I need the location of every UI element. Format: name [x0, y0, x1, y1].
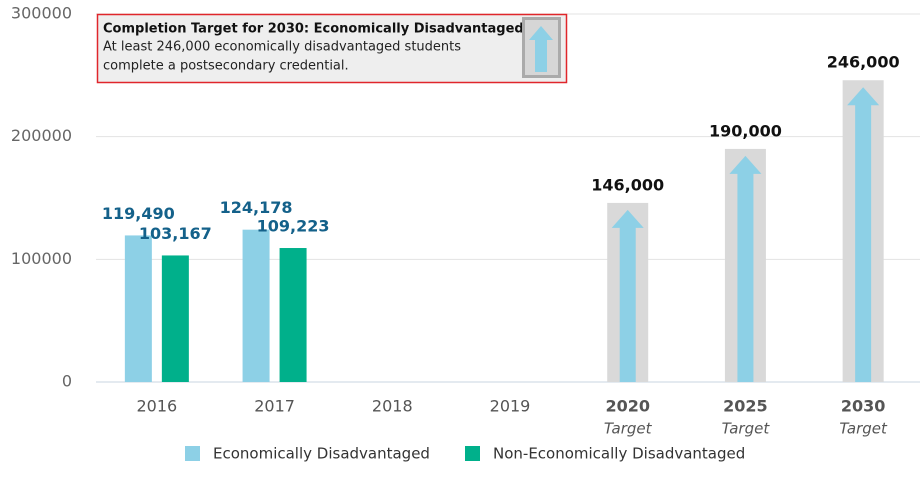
x-tick-label: 2030 [841, 397, 886, 416]
target-label: 190,000 [709, 121, 782, 140]
y-tick-label: 100000 [11, 249, 72, 268]
tooltip-line: At least 246,000 economically disadvanta… [103, 40, 461, 55]
legend-label: Economically Disadvantaged [213, 445, 430, 463]
x-tick-label: 2018 [372, 397, 413, 416]
bar [279, 248, 307, 382]
target-arrow [611, 209, 644, 382]
x-tick-label: 2016 [136, 397, 177, 416]
x-tick-label: 2019 [490, 397, 531, 416]
tooltip-line: complete a postsecondary credential. [103, 59, 349, 74]
x-tick-sublabel: Target [839, 420, 888, 438]
legend-label: Non-Economically Disadvantaged [493, 445, 745, 463]
target-label: 146,000 [591, 175, 664, 194]
target-arrow [847, 87, 880, 383]
legend-swatch [465, 446, 480, 461]
tooltip-title: Completion Target for 2030: Economically… [103, 22, 524, 37]
x-tick-label: 2025 [723, 397, 768, 416]
bar [124, 235, 152, 382]
bar [161, 255, 189, 382]
x-tick-label: 2017 [254, 397, 295, 416]
target-label: 246,000 [827, 53, 900, 72]
value-label: 103,167 [139, 224, 212, 243]
y-tick-label: 200000 [11, 126, 72, 145]
target-arrow [729, 155, 762, 382]
legend-swatch [185, 446, 200, 461]
value-label: 109,223 [257, 217, 330, 236]
bar [242, 229, 270, 382]
tooltip-box [96, 13, 568, 84]
value-label: 119,490 [102, 204, 175, 223]
x-tick-sublabel: Target [604, 420, 653, 438]
value-label: 124,178 [220, 198, 293, 217]
y-tick-label: 0 [62, 372, 72, 391]
y-tick-label: 300000 [11, 4, 72, 23]
tooltip-icon-arrow [529, 26, 553, 72]
x-tick-label: 2020 [605, 397, 650, 416]
x-tick-sublabel: Target [722, 420, 771, 438]
